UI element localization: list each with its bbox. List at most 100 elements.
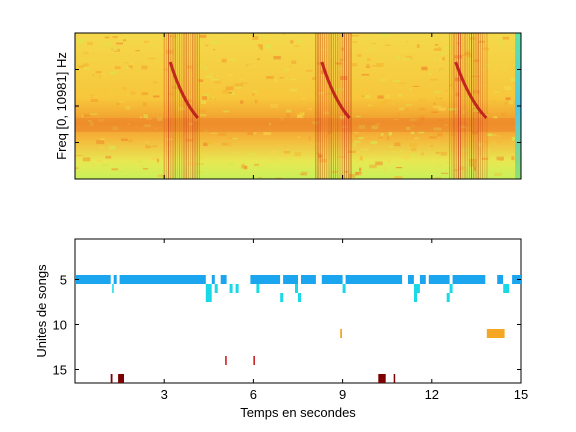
spectrogram-texture-mark (96, 159, 103, 163)
spectrogram-texture-mark (157, 174, 166, 178)
spectrogram-texture-mark (90, 94, 94, 99)
spectrogram-texture-mark (449, 84, 453, 87)
spectrogram-texture-mark (111, 168, 119, 171)
song-units-panel: 3 6 9 12 15 5 10 15 Unites de songs Temps en s… (34, 238, 528, 420)
spectrogram-texture-mark (281, 78, 288, 80)
spectrogram-texture-mark (112, 126, 118, 130)
spectrogram-texture-mark (131, 37, 136, 42)
song-unit-mark (408, 275, 414, 284)
song-unit-mark (497, 275, 504, 284)
spectrogram-texture-mark (137, 159, 141, 163)
spectrogram-texture-mark (79, 69, 83, 71)
burst-frequency-trace (454, 61, 488, 120)
spectrogram-texture-mark (356, 115, 361, 117)
spectrogram-texture-mark (82, 157, 91, 162)
spectrogram-texture-mark (356, 151, 361, 155)
spectrogram-texture-mark (438, 107, 446, 111)
spectrogram-texture-mark (471, 139, 474, 143)
spectrogram-texture-mark (149, 63, 153, 66)
spectrogram-texture-mark (270, 104, 279, 108)
spectrogram-texture-mark (237, 135, 240, 138)
spectrogram-texture-mark (141, 126, 145, 130)
spectrogram-texture-mark (239, 79, 245, 80)
song-unit-mark (414, 284, 420, 293)
spectrogram-texture-mark (478, 142, 482, 147)
spectrogram-texture-mark (212, 41, 219, 44)
spectrogram-texture-mark (433, 48, 442, 51)
spectrogram-texture-mark (414, 137, 419, 140)
spectrogram-texture-mark (368, 104, 372, 107)
spectrogram-texture-mark (92, 95, 99, 97)
spectrogram-texture-mark (83, 51, 89, 55)
spectrogram-texture-mark (433, 102, 436, 106)
spectrogram-texture-mark (435, 96, 438, 101)
spectrogram-texture-mark (494, 90, 501, 93)
spectrogram-texture-mark (229, 58, 237, 61)
spectrogram-texture-mark (263, 132, 272, 136)
spectrogram-texture-mark (81, 114, 84, 118)
spectrogram-texture-mark (470, 114, 475, 118)
spectrogram-texture-mark (233, 83, 237, 87)
spectrogram-texture-mark (366, 145, 370, 148)
spectrogram-texture-mark (188, 161, 196, 165)
song-units-x-tick-label: 3 (161, 387, 168, 402)
spectrogram-texture-mark (383, 167, 386, 172)
spectrogram-texture-mark (253, 132, 257, 135)
song-units-x-ticks: 3 6 9 12 15 (161, 239, 528, 402)
spectrogram-texture-mark (464, 72, 471, 75)
spectrogram-texture-mark (257, 58, 260, 61)
spectrogram-texture-mark (490, 100, 497, 104)
spectrogram-texture-mark (429, 136, 437, 139)
spectrogram-texture-mark (108, 145, 116, 150)
spectrogram-texture-mark (404, 157, 409, 160)
spectrogram-texture-mark (265, 44, 271, 49)
spectrogram-texture-mark (122, 117, 128, 119)
spectrogram-texture-mark (308, 108, 313, 110)
spectrogram-texture-mark (419, 107, 425, 111)
spectrogram-texture-mark (199, 64, 202, 68)
spectrogram-texture-mark (146, 118, 153, 120)
spectrogram-texture-mark (165, 138, 170, 141)
spectrogram-texture-mark (455, 77, 460, 82)
song-unit-mark (253, 356, 255, 365)
spectrogram-texture-mark (510, 77, 517, 82)
spectrogram-texture-mark (445, 89, 449, 92)
spectrogram-texture-mark (435, 164, 443, 167)
spectrogram-texture-mark (291, 89, 298, 92)
spectrogram-texture-mark (200, 114, 207, 117)
song-units-y-tick-label: 5 (60, 273, 67, 288)
spectrogram-texture-mark (257, 44, 263, 47)
burst-frequency-trace (320, 61, 351, 119)
spectrogram-texture-mark (365, 65, 371, 69)
spectrogram-texture-mark (359, 156, 363, 161)
spectrogram-texture-mark (204, 44, 209, 47)
spectrogram-texture-mark (100, 138, 105, 141)
spectrogram-ticks (75, 33, 521, 179)
spectrogram-texture-mark (105, 155, 112, 159)
spectrogram-texture-mark (225, 86, 234, 90)
spectrogram-texture-mark (304, 57, 309, 60)
spectrogram-texture-mark (270, 150, 279, 153)
spectrogram-texture-mark (351, 50, 357, 54)
spectrogram-texture-mark (469, 36, 476, 40)
spectrogram-texture-mark (101, 46, 106, 50)
spectrogram-texture-mark (203, 142, 208, 146)
spectrogram-texture-mark (503, 86, 512, 90)
spectrogram-texture-mark (183, 53, 191, 55)
spectrogram-texture-mark (118, 100, 125, 104)
spectrogram-texture-mark (268, 122, 271, 126)
spectrogram-texture-mark (88, 120, 92, 122)
spectrogram-texture-mark (245, 62, 252, 66)
spectrogram-texture-mark (358, 136, 364, 140)
spectrogram-texture-mark (228, 74, 234, 76)
spectrogram-texture-mark (486, 149, 490, 152)
spectrogram-texture-mark (354, 135, 361, 137)
spectrogram-texture-mark (500, 43, 504, 45)
spectrogram-texture-mark (144, 40, 149, 43)
spectrogram-texture-mark (486, 133, 493, 137)
spectrogram-texture-mark (380, 101, 388, 105)
spectrogram-texture-mark (141, 92, 149, 96)
spectrogram-texture-mark (348, 150, 356, 153)
spectrogram-texture-mark (369, 164, 377, 169)
spectrogram-texture-mark (122, 87, 127, 90)
